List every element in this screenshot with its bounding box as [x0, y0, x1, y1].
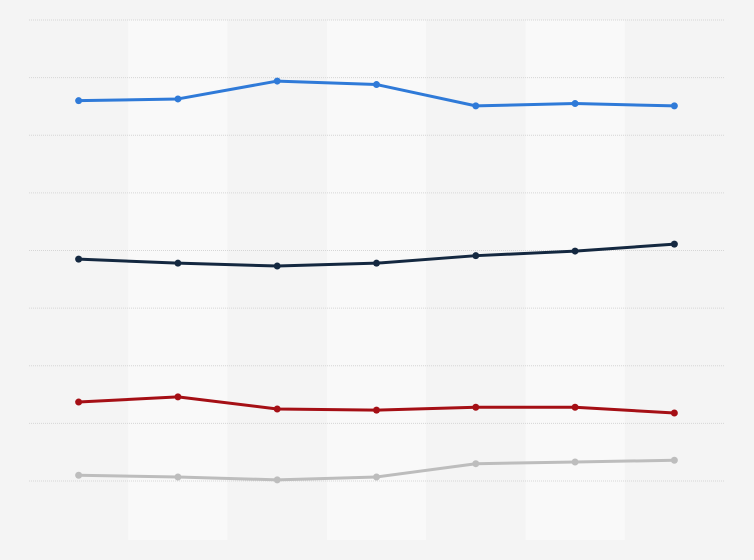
data-point [571, 403, 579, 411]
data-point [75, 471, 83, 479]
data-point [472, 403, 480, 411]
data-point [75, 97, 83, 105]
band [326, 20, 427, 540]
data-point [670, 240, 678, 248]
data-point [273, 476, 281, 484]
data-point [472, 460, 480, 468]
data-point [75, 255, 83, 263]
data-point [571, 247, 579, 255]
band [128, 20, 228, 540]
data-point [373, 81, 380, 89]
data-point [273, 405, 281, 413]
data-point [571, 458, 579, 466]
data-point [273, 77, 281, 85]
data-point [174, 393, 182, 401]
data-point [472, 252, 480, 260]
data-point [571, 100, 579, 108]
data-point [174, 259, 182, 267]
data-point [670, 409, 678, 417]
data-point [472, 102, 480, 110]
data-point [670, 456, 678, 464]
data-point [373, 406, 380, 414]
data-point [174, 95, 182, 103]
data-point [373, 259, 380, 267]
data-point [273, 262, 281, 270]
data-point [373, 473, 380, 481]
data-point [174, 473, 182, 481]
data-point [670, 102, 678, 110]
data-point [75, 398, 83, 406]
